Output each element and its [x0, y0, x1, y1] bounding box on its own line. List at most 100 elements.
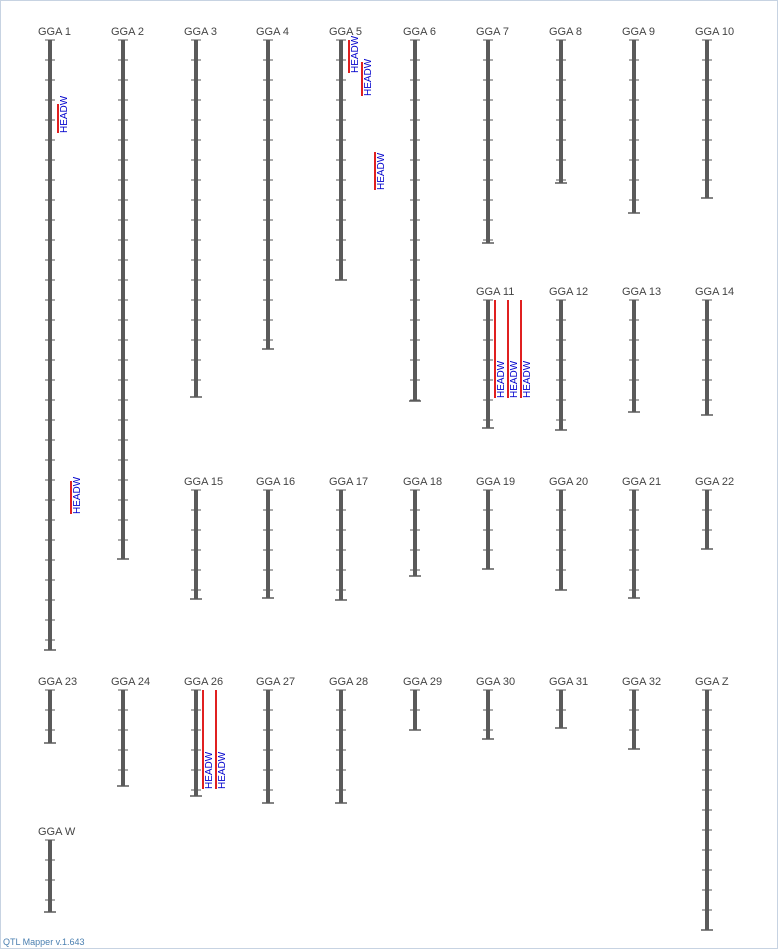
chromosome-bar	[705, 300, 709, 415]
chromosome-label: GGA 7	[476, 26, 509, 38]
chromosome-bar	[632, 490, 636, 598]
qtl-trait-label: HEADW	[509, 360, 520, 398]
chromosome-group: GGA 26 HEADW HEADW	[184, 676, 228, 797]
chromosome-group: GGA 2	[111, 26, 144, 560]
chromosome-bar	[486, 300, 490, 428]
chromosome-label: GGA 8	[549, 26, 582, 38]
chromosome-label: GGA 14	[695, 286, 734, 298]
chromosome-group: GGA 27	[256, 676, 295, 804]
chromosome-group: GGA 8	[549, 26, 582, 184]
chromosome-group: GGA 30	[476, 676, 515, 740]
chromosome-bar	[194, 690, 198, 796]
chromosome-bar	[194, 490, 198, 599]
chromosome-label: GGA 5	[329, 26, 362, 38]
chromosome-bar	[632, 690, 636, 749]
chromosome-group: GGA 15	[184, 476, 223, 600]
chromosome-group: GGA 28	[329, 676, 368, 804]
qtl-trait-label: HEADW	[204, 751, 215, 789]
chromosome-label: GGA 19	[476, 476, 515, 488]
chromosome-group: GGA 29	[403, 676, 442, 731]
chromosome-group: GGA 24	[111, 676, 150, 787]
chromosome-group: GGA 23	[38, 676, 77, 744]
qtl-trait-label: HEADW	[217, 751, 228, 789]
chromosome-bar	[705, 490, 709, 549]
chromosome-label: GGA 29	[403, 676, 442, 688]
chromosome-group: GGA 9	[622, 26, 655, 214]
chromosome-bar	[194, 40, 198, 397]
chromosome-label: GGA 3	[184, 26, 217, 38]
chromosome-label: GGA 4	[256, 26, 289, 38]
chromosome-group: GGA 17	[329, 476, 368, 601]
chromosome-bar	[413, 490, 417, 576]
qtl-trait-label: HEADW	[363, 58, 374, 96]
chromosome-label: GGA 17	[329, 476, 368, 488]
chromosome-label: GGA 10	[695, 26, 734, 38]
chromosome-group: GGA 20	[549, 476, 588, 591]
chromosome-group: GGA 21	[622, 476, 661, 599]
chromosome-bar	[632, 300, 636, 412]
chromosome-bar	[486, 690, 490, 739]
app-version-footer: QTL Mapper v.1.643	[3, 937, 85, 947]
chromosome-label: GGA 15	[184, 476, 223, 488]
chromosome-bar	[559, 40, 563, 183]
chromosome-group: GGA 18	[403, 476, 442, 577]
chromosome-group: GGA 4	[256, 26, 289, 350]
chromosome-bar	[48, 840, 52, 912]
chromosome-group: GGA W	[38, 826, 76, 913]
qtl-trait-label: HEADW	[350, 35, 361, 73]
qtl-trait-label: HEADW	[59, 95, 70, 133]
qtl-trait-label: HEADW	[496, 360, 507, 398]
chromosome-label: GGA 12	[549, 286, 588, 298]
chromosome-label: GGA 2	[111, 26, 144, 38]
qtl-trait-label: HEADW	[522, 360, 533, 398]
chromosome-label: GGA 16	[256, 476, 295, 488]
chromosome-label: GGA 26	[184, 676, 223, 688]
chromosome-label: GGA 11	[476, 286, 514, 298]
chromosome-label: GGA 21	[622, 476, 661, 488]
chromosome-group: GGA 19	[476, 476, 515, 570]
chromosome-label: GGA 27	[256, 676, 295, 688]
chromosome-group: GGA 31	[549, 676, 588, 729]
chromosome-bar	[559, 300, 563, 430]
chromosome-label: GGA 20	[549, 476, 588, 488]
chromosome-label: GGA 31	[549, 676, 588, 688]
chromosome-bar	[266, 40, 270, 349]
chromosome-label: GGA 30	[476, 676, 515, 688]
chromosome-label: GGA 18	[403, 476, 442, 488]
chromosome-bar	[705, 40, 709, 198]
chromosome-bar	[632, 40, 636, 213]
chromosome-label: GGA 1	[38, 26, 71, 38]
chromosome-label: GGA 24	[111, 676, 150, 688]
chromosome-label: GGA 28	[329, 676, 368, 688]
chromosome-group: GGA 3	[184, 26, 217, 398]
chromosome-label: GGA 22	[695, 476, 734, 488]
chromosome-bar	[339, 490, 343, 600]
chromosome-bar	[486, 40, 490, 243]
chromosome-bar	[266, 690, 270, 803]
chromosome-group: GGA 7	[476, 26, 509, 244]
chromosome-group: GGA 14	[695, 286, 734, 416]
qtl-trait-label: HEADW	[376, 152, 387, 190]
chromosome-group: GGA 16	[256, 476, 295, 599]
chromosome-label: GGA 32	[622, 676, 661, 688]
chromosome-bar	[339, 690, 343, 803]
chromosome-bar	[559, 690, 563, 728]
chromosome-label: GGA Z	[695, 676, 729, 688]
chromosome-label: GGA W	[38, 826, 76, 838]
chromosome-group: GGA 10	[695, 26, 734, 199]
chromosome-group: GGA 1 HEADW HEADW	[38, 26, 83, 651]
chromosome-bar	[48, 690, 52, 743]
qtl-trait-label: HEADW	[72, 476, 83, 514]
chromosome-group: GGA 22	[695, 476, 734, 550]
chromosome-bar	[559, 490, 563, 590]
chromosome-label: GGA 13	[622, 286, 661, 298]
chromosome-bar	[266, 490, 270, 598]
chromosome-group: GGA 6	[403, 26, 436, 402]
chromosome-label: GGA 9	[622, 26, 655, 38]
chromosome-group: GGA 32	[622, 676, 661, 750]
chromosome-bar	[121, 690, 125, 786]
